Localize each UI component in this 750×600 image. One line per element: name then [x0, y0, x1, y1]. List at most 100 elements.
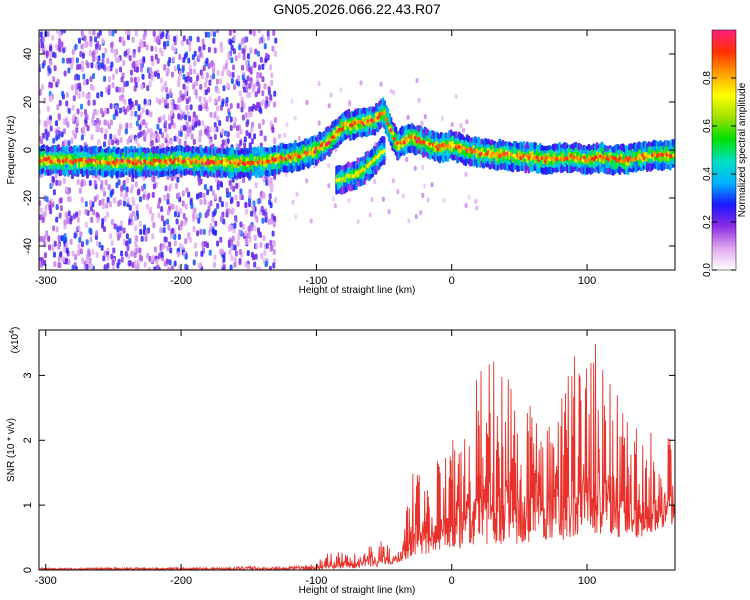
ridge-cell [417, 137, 421, 142]
noise-cell [381, 196, 385, 202]
noise-cell [90, 134, 94, 141]
noise-cell [119, 66, 123, 73]
noise-cell [144, 235, 148, 242]
noise-cell [241, 74, 245, 81]
noise-cell [270, 244, 274, 251]
colorbar-tick-label: 0.0 [702, 263, 713, 277]
noise-cell [66, 121, 70, 128]
noise-cell [58, 180, 62, 187]
noise-cell [42, 132, 46, 139]
noise-cell [182, 56, 186, 63]
noise-cell [230, 254, 234, 261]
noise-cell [227, 51, 231, 58]
noise-cell [89, 83, 93, 90]
noise-cell [234, 216, 238, 223]
noise-cell [78, 236, 82, 243]
noise-cell [88, 257, 92, 264]
snr-line [39, 343, 675, 570]
noise-cell [241, 114, 245, 121]
noise-cell [173, 47, 177, 54]
noise-cell [113, 223, 117, 230]
noise-cell [120, 76, 124, 83]
noise-cell [111, 188, 115, 195]
noise-cell [379, 81, 383, 87]
noise-cell [118, 86, 122, 93]
noise-cell [201, 38, 205, 45]
noise-cell [147, 266, 151, 270]
noise-cell [229, 103, 233, 110]
branch-cell [343, 178, 347, 183]
noise-cell [160, 243, 164, 250]
noise-cell [78, 209, 82, 216]
noise-cell [92, 99, 96, 106]
noise-cell [125, 186, 129, 193]
noise-cell [258, 72, 262, 79]
noise-cell [264, 260, 268, 267]
noise-cell [87, 93, 91, 100]
noise-cell [189, 68, 193, 75]
noise-cell [231, 207, 235, 214]
noise-cell [182, 124, 186, 131]
noise-cell [159, 33, 163, 40]
noise-cell [80, 43, 84, 50]
noise-cell [192, 226, 196, 233]
noise-cell [192, 83, 196, 90]
noise-cell [65, 91, 69, 98]
noise-cell [181, 200, 185, 207]
noise-cell [153, 246, 157, 253]
noise-cell [71, 264, 75, 270]
noise-cell [475, 205, 479, 211]
noise-cell [48, 244, 52, 251]
noise-cell [216, 30, 220, 34]
noise-cell [265, 96, 269, 103]
noise-cell [160, 215, 164, 222]
noise-cell [209, 223, 213, 230]
noise-cell [140, 66, 144, 73]
noise-cell [178, 70, 182, 77]
noise-cell [62, 118, 66, 125]
noise-cell [142, 193, 146, 200]
noise-cell [184, 253, 188, 260]
noise-cell [178, 53, 182, 60]
noise-cell [239, 188, 243, 195]
noise-cell [267, 219, 271, 226]
noise-cell [84, 208, 88, 215]
noise-cell [229, 183, 233, 190]
noise-cell [227, 111, 231, 118]
noise-cell [271, 230, 275, 237]
noise-cell [229, 39, 233, 46]
noise-cell [126, 34, 130, 41]
noise-cell [111, 73, 115, 80]
noise-cell [154, 46, 158, 53]
noise-cell [246, 250, 250, 257]
noise-cell [190, 202, 194, 209]
noise-cell [207, 46, 211, 53]
noise-cell [41, 84, 45, 91]
noise-cell [49, 115, 53, 122]
noise-cell [138, 220, 142, 227]
noise-cell [202, 228, 206, 235]
noise-cell [141, 107, 145, 114]
noise-cell [224, 63, 228, 70]
noise-cell [265, 242, 269, 249]
noise-cell [73, 232, 77, 239]
noise-cell [263, 135, 267, 142]
noise-cell [257, 64, 261, 71]
noise-cell [256, 71, 260, 78]
noise-cell [136, 189, 140, 196]
noise-cell [120, 191, 124, 198]
noise-cell [464, 202, 468, 208]
noise-cell [133, 252, 137, 259]
noise-cell [58, 46, 62, 53]
snr-x-tick-label: 0 [449, 575, 455, 587]
noise-cell [179, 109, 183, 116]
noise-cell [248, 132, 252, 139]
noise-cell [52, 251, 56, 258]
noise-cell [123, 50, 127, 57]
noise-cell [240, 106, 244, 113]
noise-cell [184, 88, 188, 95]
noise-cell [80, 181, 84, 188]
noise-cell [158, 128, 162, 135]
noise-cell [248, 66, 252, 73]
